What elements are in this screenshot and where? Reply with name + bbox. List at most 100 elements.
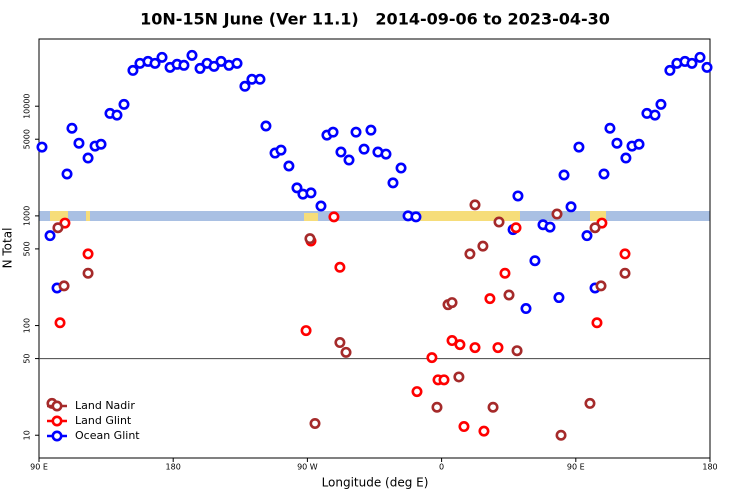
point: [58, 280, 70, 292]
band-land: [420, 211, 520, 221]
point: [156, 51, 168, 63]
point: [492, 342, 504, 354]
point: [558, 169, 570, 181]
point: [309, 417, 321, 429]
point: [529, 255, 541, 267]
point: [82, 267, 94, 279]
point: [503, 289, 515, 301]
point: [315, 200, 327, 212]
point: [446, 297, 458, 309]
point: [231, 57, 243, 69]
point: [61, 168, 73, 180]
point: [619, 248, 631, 260]
point: [565, 201, 577, 213]
x-tick-label: 90 W: [297, 463, 318, 472]
y-tick-label: 500: [23, 241, 32, 256]
point: [127, 64, 139, 76]
point: [619, 267, 631, 279]
point: [477, 240, 489, 252]
point: [484, 293, 496, 305]
point: [431, 401, 443, 413]
band-land: [50, 211, 68, 221]
point: [573, 141, 585, 153]
x-tick-label: 90 E: [567, 463, 585, 472]
legend-marker: [51, 400, 63, 412]
x-axis-label: Longitude (deg E): [322, 476, 429, 490]
point: [620, 152, 632, 164]
point: [499, 267, 511, 279]
point: [694, 51, 706, 63]
point: [458, 421, 470, 433]
point: [395, 162, 407, 174]
point: [544, 221, 556, 233]
band: [39, 211, 710, 221]
point: [520, 303, 532, 315]
point: [254, 73, 266, 85]
band-land: [590, 211, 606, 221]
point: [328, 211, 340, 223]
point: [589, 222, 601, 234]
point: [584, 397, 596, 409]
point: [512, 190, 524, 202]
y-tick-label: 10000: [23, 93, 32, 118]
point: [611, 137, 623, 149]
point: [327, 126, 339, 138]
point: [275, 144, 287, 156]
point: [595, 280, 607, 292]
band-land: [304, 213, 318, 221]
point: [446, 335, 458, 347]
surface-band: [39, 211, 710, 221]
point: [95, 138, 107, 150]
point: [186, 49, 198, 61]
point: [604, 122, 616, 134]
legend-marker: [51, 430, 63, 442]
point: [469, 199, 481, 211]
point: [581, 230, 593, 242]
point: [260, 120, 272, 132]
point: [334, 261, 346, 273]
y-axis-label: N Total: [1, 228, 15, 269]
point: [340, 346, 352, 358]
band-land: [86, 211, 90, 221]
y-tick-label: 100: [23, 318, 32, 333]
point: [365, 124, 377, 136]
point: [493, 216, 505, 228]
point: [111, 109, 123, 121]
point: [478, 425, 490, 437]
y-tick-label: 50: [23, 353, 32, 363]
point: [52, 222, 64, 234]
plot-frame: [38, 38, 711, 459]
point: [664, 64, 676, 76]
legend-label: Land Nadir: [75, 399, 135, 412]
point: [54, 317, 66, 329]
point: [358, 143, 370, 155]
y-tick-label: 5000: [23, 129, 32, 149]
point: [469, 342, 481, 354]
point: [283, 160, 295, 172]
legend-label: Ocean Glint: [75, 429, 140, 442]
point: [426, 352, 438, 364]
point: [82, 248, 94, 260]
point: [686, 57, 698, 69]
point: [598, 168, 610, 180]
point: [304, 233, 316, 245]
point: [464, 248, 476, 260]
point: [36, 141, 48, 153]
point: [82, 152, 94, 164]
point: [649, 109, 661, 121]
point: [343, 154, 355, 166]
point: [118, 98, 130, 110]
point: [291, 182, 303, 194]
point: [73, 137, 85, 149]
point: [305, 187, 317, 199]
x-tick-label: 180: [702, 463, 717, 472]
point: [178, 59, 190, 71]
point: [438, 374, 450, 386]
point: [453, 371, 465, 383]
point: [208, 60, 220, 72]
y-tick-label: 10: [23, 430, 32, 440]
legend-marker: [51, 415, 63, 427]
point: [655, 98, 667, 110]
point: [66, 122, 78, 134]
